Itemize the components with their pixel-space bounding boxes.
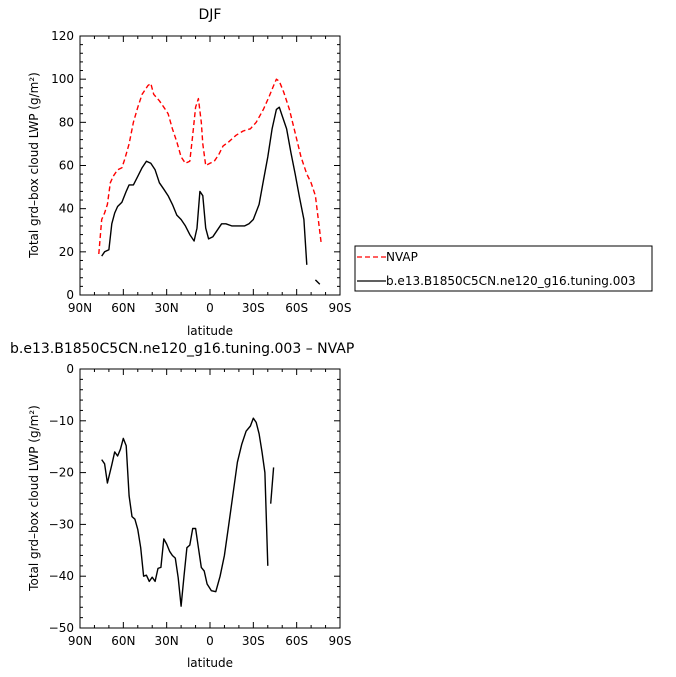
legend-box (354, 245, 653, 292)
x-tick-label: 30N (155, 634, 179, 648)
x-tick-label: 0 (206, 301, 214, 315)
x-tick-label: 90N (68, 634, 92, 648)
legend-label-model: b.e13.B1850C5CN.ne120_g16.tuning.003 (386, 274, 636, 288)
x-tick-label: 90S (329, 301, 352, 315)
y-tick-label: 60 (59, 159, 74, 173)
x-tick-label: 60S (285, 301, 308, 315)
y-tick-label: 0 (66, 362, 74, 376)
x-tick-label: 30S (242, 301, 265, 315)
plot-frame (79, 368, 341, 629)
top-chart: DJF Total grd–box cloud LWP (g/m²) latit… (27, 7, 351, 338)
legend-label-nvap: NVAP (386, 250, 418, 264)
x-axis-label: latitude (187, 656, 233, 670)
x-tick-label: 90S (329, 634, 352, 648)
x-axis-label: latitude (187, 324, 233, 338)
plot-lines (101, 417, 275, 607)
y-tick-label: −10 (49, 414, 74, 428)
series-line (270, 467, 275, 504)
y-axis-label: Total grd–box cloud LWP (g/m²) (27, 405, 41, 592)
series-line (98, 78, 322, 255)
x-tick-label: 30S (242, 634, 265, 648)
y-tick-label: 100 (51, 72, 74, 86)
x-tick-label: 60S (285, 634, 308, 648)
y-tick-label: −30 (49, 517, 74, 531)
y-tick-label: −50 (49, 621, 74, 635)
y-tick-label: −20 (49, 466, 74, 480)
x-tick-label: 60N (111, 634, 135, 648)
bottom-chart: b.e13.B1850C5CN.ne120_g16.tuning.003 – N… (10, 341, 354, 670)
x-tick-label: 0 (206, 634, 214, 648)
y-tick-label: 40 (59, 202, 74, 216)
y-tick-label: −40 (49, 569, 74, 583)
x-tick-label: 60N (111, 301, 135, 315)
series-line (101, 417, 269, 607)
chart-title: DJF (199, 7, 222, 23)
x-tick-label: 30N (155, 301, 179, 315)
x-tick-label: 90N (68, 301, 92, 315)
axis-ticks: 90N 60N 30N 0 30S 60S 90S −50 −40 −30 −20 −10 0 (49, 362, 352, 648)
plot-lines (98, 78, 322, 285)
y-tick-label: 120 (51, 29, 74, 43)
y-tick-label: 0 (66, 288, 74, 302)
y-tick-label: 20 (59, 245, 74, 259)
legend: NVAP b.e13.B1850C5CN.ne120_g16.tuning.00… (354, 245, 653, 292)
y-tick-label: 80 (59, 115, 74, 129)
series-line (101, 106, 308, 265)
y-axis-label: Total grd–box cloud LWP (g/m²) (27, 72, 41, 259)
axis-ticks: 90N 60N 30N 0 30S 60S 90S 0 20 40 60 80 100 120 (51, 29, 351, 315)
plot-frame (79, 35, 341, 296)
chart-title: b.e13.B1850C5CN.ne120_g16.tuning.003 – N… (10, 341, 354, 357)
series-line (314, 279, 321, 285)
